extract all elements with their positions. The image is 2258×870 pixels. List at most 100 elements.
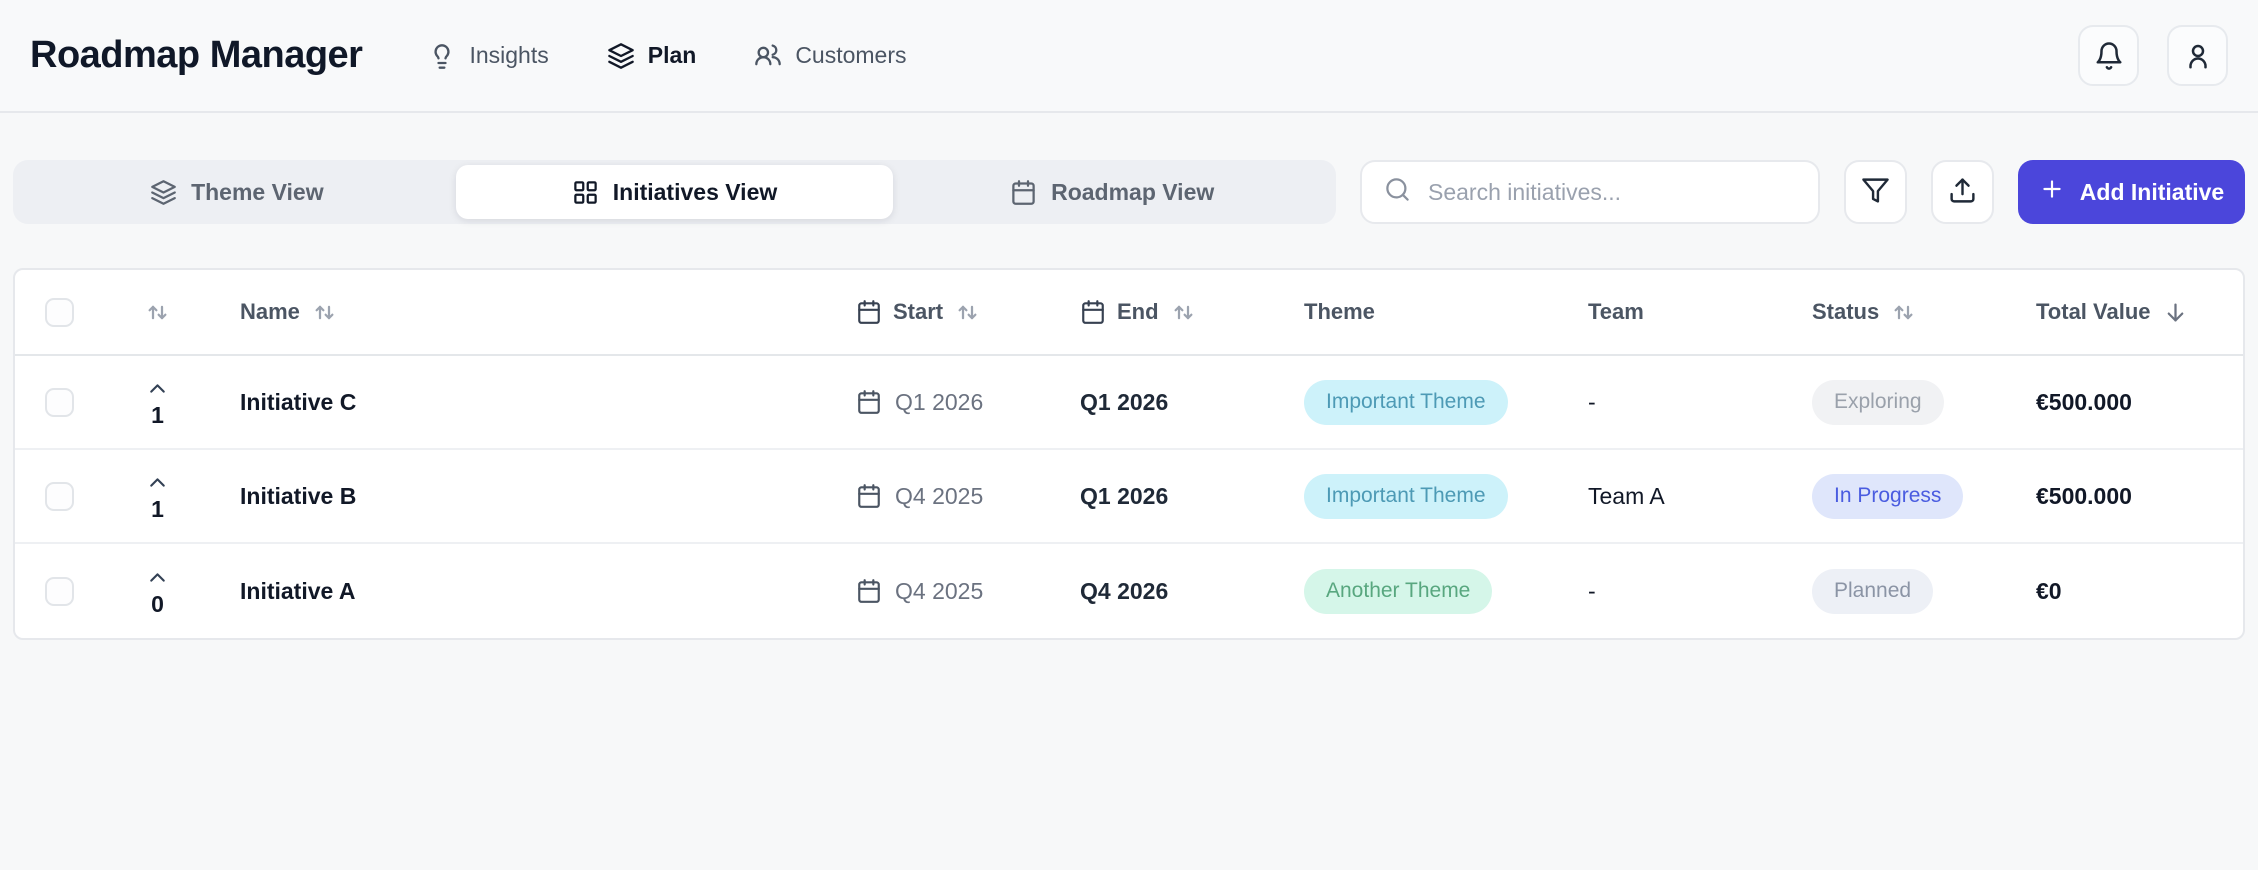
nav-item-plan[interactable]: Plan [607, 42, 697, 70]
start-date: Q1 2026 [895, 388, 984, 415]
upvote-button[interactable] [145, 376, 170, 401]
search-icon [1384, 176, 1411, 208]
initiative-name: Initiative A [240, 577, 356, 604]
row-check-cell [15, 387, 115, 417]
app-header: Roadmap Manager Insights Plan Customers [0, 0, 2258, 113]
arrowdown-icon [2162, 299, 2189, 326]
end-date: Q1 2026 [1080, 388, 1169, 415]
sortboth-icon [1170, 299, 1197, 326]
calendar-icon [1080, 299, 1106, 325]
column-header-status[interactable]: Status [1812, 299, 2036, 326]
row-checkbox[interactable] [45, 387, 74, 417]
row-check-cell [15, 576, 115, 606]
vote-cell: 1 [115, 470, 200, 523]
vote-cell: 0 [115, 565, 200, 618]
column-header-value[interactable]: Total Value [2036, 299, 2243, 326]
status-cell: Planned [1812, 568, 2036, 614]
status-cell: In Progress [1812, 473, 2036, 519]
vote-count: 1 [151, 495, 164, 522]
tab-label: Initiatives View [612, 178, 778, 205]
row-checkbox[interactable] [45, 576, 74, 606]
view-tabs: Theme View Initiatives View Roadmap View [13, 160, 1336, 224]
row-check-cell [15, 481, 115, 511]
filter-icon [1861, 176, 1890, 208]
bell-icon [2094, 41, 2124, 71]
column-header-name[interactable]: Name [200, 299, 856, 326]
tab-label: Theme View [191, 178, 324, 205]
chevronup-icon [145, 565, 170, 590]
main-nav: Insights Plan Customers [428, 42, 907, 70]
column-label: Name [240, 299, 300, 324]
tab-initiatives-view[interactable]: Initiatives View [455, 165, 894, 219]
lightbulb-icon [428, 42, 456, 70]
team-cell: - [1588, 577, 1596, 604]
team-cell: - [1588, 388, 1596, 415]
sortboth-icon [144, 299, 171, 326]
add-initiative-label: Add Initiative [2079, 178, 2225, 205]
column-label: Theme [1304, 299, 1375, 324]
total-value: €0 [2036, 577, 2062, 604]
start-date-cell: Q4 2025 [856, 578, 1080, 605]
upvote-button[interactable] [145, 565, 170, 590]
column-header-theme: Theme [1304, 299, 1588, 325]
row-checkbox[interactable] [45, 481, 74, 511]
nav-item-label: Plan [647, 42, 697, 68]
vote-cell: 1 [115, 376, 200, 429]
notifications-button[interactable] [2078, 25, 2139, 86]
theme-badge: Another Theme [1304, 568, 1493, 614]
initiatives-table: Name Start End Theme Team Status Total Value 1… [13, 268, 2245, 640]
column-label: Start [893, 299, 944, 324]
nav-item-customers[interactable]: Customers [754, 42, 907, 70]
layers-icon [607, 42, 635, 70]
start-date-cell: Q4 2025 [856, 483, 1080, 510]
tab-theme-view[interactable]: Theme View [18, 165, 456, 219]
account-button[interactable] [2167, 25, 2228, 86]
status-badge: Planned [1812, 568, 1934, 614]
sortboth-icon [1890, 299, 1917, 326]
initiative-row-initiative-c[interactable]: 1 Initiative C Q1 2026 Q1 2026 Important The… [15, 356, 2243, 450]
initiative-name: Initiative B [240, 482, 357, 509]
start-date: Q4 2025 [895, 482, 984, 509]
end-date: Q1 2026 [1080, 482, 1169, 509]
calendar-icon [856, 578, 882, 604]
search-icon [1384, 176, 1411, 203]
initiative-name: Initiative C [240, 388, 357, 415]
add-initiative-button[interactable]: Add Initiative [2018, 160, 2245, 224]
column-header-end[interactable]: End [1080, 299, 1304, 326]
start-date: Q4 2025 [895, 577, 984, 604]
search-box [1360, 160, 1820, 224]
filter-button[interactable] [1844, 160, 1907, 224]
column-header-votes[interactable] [115, 299, 200, 326]
column-label: Team [1588, 299, 1644, 324]
table-body: 1 Initiative C Q1 2026 Q1 2026 Important The… [15, 356, 2243, 638]
column-header-team: Team [1588, 299, 1812, 325]
select-all-checkbox[interactable] [45, 297, 74, 327]
search-input[interactable] [1426, 177, 1796, 207]
sortboth-icon [311, 299, 338, 326]
tab-roadmap-view[interactable]: Roadmap View [893, 165, 1331, 219]
theme-cell: Important Theme [1304, 473, 1588, 519]
upload-icon [1948, 176, 1977, 208]
layers-icon [150, 179, 177, 206]
user-icon [2183, 41, 2213, 71]
vote-count: 1 [151, 401, 164, 428]
initiative-row-initiative-a[interactable]: 0 Initiative A Q4 2025 Q4 2026 Another Theme… [15, 544, 2243, 638]
initiative-row-initiative-b[interactable]: 1 Initiative B Q4 2025 Q1 2026 Important The… [15, 450, 2243, 544]
upload-icon [1948, 176, 1977, 205]
column-label: End [1117, 299, 1159, 324]
status-cell: Exploring [1812, 379, 2036, 425]
team-cell: Team A [1588, 482, 1665, 509]
plus-icon [2039, 176, 2065, 208]
upvote-button[interactable] [145, 470, 170, 495]
tab-label: Roadmap View [1051, 178, 1215, 205]
export-button[interactable] [1931, 160, 1994, 224]
start-date-cell: Q1 2026 [856, 389, 1080, 416]
users-icon [754, 42, 782, 70]
theme-cell: Another Theme [1304, 568, 1588, 614]
calendar-icon [856, 483, 882, 509]
column-label: Status [1812, 299, 1880, 324]
column-label: Total Value [2036, 299, 2151, 324]
nav-item-insights[interactable]: Insights [428, 42, 549, 70]
column-header-start[interactable]: Start [856, 299, 1080, 326]
